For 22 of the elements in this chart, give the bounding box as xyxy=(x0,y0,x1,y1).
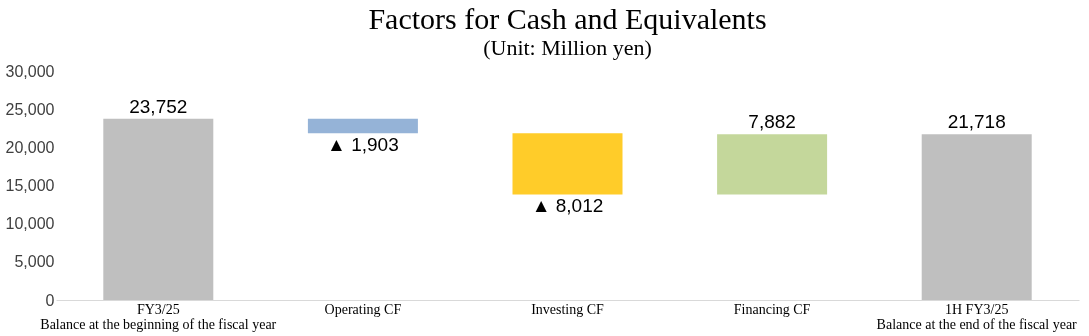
data-label: 21,718 xyxy=(947,111,1006,133)
x-tick-label: Financing CF xyxy=(733,301,811,317)
x-tick-label: 1H FY3/25 Balance at the end of the fiscal year xyxy=(876,301,1078,332)
bar xyxy=(307,118,418,134)
y-tick-label: 10,000 xyxy=(5,215,55,233)
y-tick-label: 30,000 xyxy=(5,62,55,80)
y-tick-label: 25,000 xyxy=(5,100,55,118)
bar xyxy=(512,133,623,195)
data-label: ▲ 8,012 xyxy=(531,195,604,217)
x-tick-label: Operating CF xyxy=(324,301,402,317)
bar xyxy=(717,134,828,195)
y-tick-label: 20,000 xyxy=(5,138,55,156)
bar xyxy=(921,134,1032,300)
y-tick-label: 15,000 xyxy=(5,177,55,194)
y-tick-label: 5,000 xyxy=(14,253,55,271)
x-tick-label: Investing CF xyxy=(531,301,605,317)
chart-subtitle: (Unit: Million yen) xyxy=(483,35,652,60)
data-label: 23,752 xyxy=(129,95,188,117)
chart-title: Factors for Cash and Equivalents xyxy=(368,2,767,35)
data-label: 7,882 xyxy=(748,111,796,133)
data-label: ▲ 1,903 xyxy=(327,134,399,156)
bar xyxy=(103,118,214,300)
